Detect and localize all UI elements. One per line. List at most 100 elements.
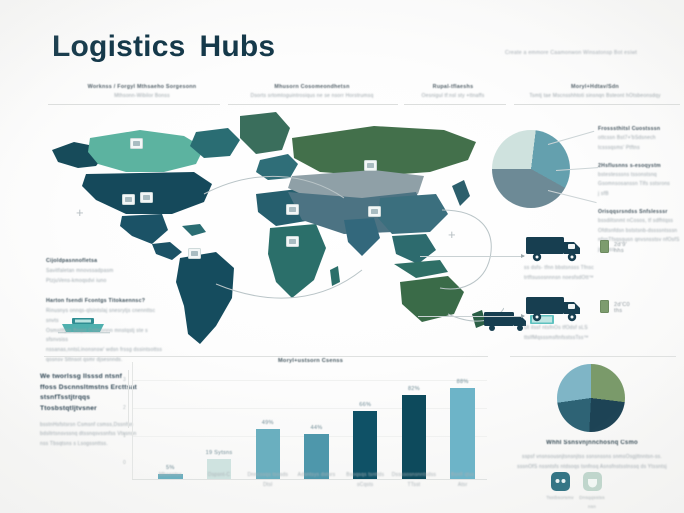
truck-row-1-value: 2d'9' hhs — [614, 242, 627, 254]
bar-chart-title: Moryl+ustsorn Csenss — [278, 358, 344, 364]
route-arc-pacific — [439, 209, 492, 290]
map-marker-russia[interactable] — [364, 160, 377, 171]
pie-chart-bottom — [557, 364, 625, 432]
pie-legend-item-1: Frosssthitsl Cuostsssn ottcssn Bst7+'bSd… — [598, 126, 682, 154]
map-crosshair-west: + — [76, 205, 84, 220]
truck-row-2-caption: Ut ilssf ntsfnOs tfOdsf sLS ttslfMqsssms… — [524, 325, 589, 341]
map-region-japan — [452, 180, 470, 206]
chart-ytick-1: 1 — [123, 433, 126, 439]
bar-1[interactable] — [158, 473, 183, 479]
map-region-china — [378, 194, 448, 234]
bar-chart: Moryl+ustsorn Csenss 3 2 1 0 5% Mbsentss 1… — [123, 358, 487, 488]
chip-route-label: Tsstbsorsmv — [546, 495, 574, 500]
truck-row-2-badge — [600, 300, 609, 313]
map-crosshair-east: + — [448, 227, 456, 242]
chip-container-icon[interactable] — [583, 472, 602, 491]
chart-blurb: We tworlssg Ilsssd ntsnf ffoss Dscnnsltm… — [40, 372, 138, 450]
header-column-1-sub: Mthsonn-Wibilor Bonss — [114, 93, 170, 99]
header-column-2: Mhusorn Cosomeondhetsn Dsorts srtomtogui… — [228, 84, 396, 99]
pie-legend-item-2: 2Hsflusnns s-esoqystm bstestesssns tsson… — [598, 163, 682, 200]
truck-row-1-caption: ss dsfs- tfnn bbstsnsss Tfnsc trtftsusos… — [524, 265, 594, 281]
chart-gridline-2 — [132, 408, 487, 409]
map-marker-usa[interactable] — [122, 194, 135, 205]
bar-2-category-label: Dspsnt-C — [207, 472, 231, 478]
chart-y-axis — [132, 362, 133, 480]
map-region-india — [344, 218, 380, 256]
bar-3[interactable] — [255, 428, 280, 479]
map-region-indonesia — [394, 260, 448, 278]
cargo-ship-icon — [58, 318, 110, 334]
map-marker-north-america[interactable] — [130, 138, 143, 149]
bar-3-value-label: 49% — [261, 419, 274, 426]
chart-blurb-divider — [128, 370, 129, 428]
pie-top-legend: Frosssthitsl Cuostsssn ottcssn Bst7+'bSd… — [598, 126, 682, 265]
chart-ytick-2: 2 — [123, 405, 126, 411]
map-region-madagascar — [330, 266, 340, 286]
route-glyph — [555, 479, 566, 483]
header-column-4: Moryl+Hdtav/Sdn Tsmtj tae Mscnsshhtoti s… — [512, 84, 678, 99]
bottom-card-body: sspsf vnsnsousnjtsnsnjtss ssnsnssns snms… — [517, 454, 667, 470]
truck-icon-2 — [526, 297, 580, 322]
bar-1-category-label: Mbsentss — [158, 472, 182, 478]
map-marker-usa-east[interactable] — [140, 192, 153, 203]
map-marker-south-america[interactable] — [188, 248, 201, 259]
header-top-note: Create a emmore Caamonwon Winsatonsp Bot… — [505, 50, 638, 56]
bar-4[interactable] — [304, 433, 329, 479]
bar-6[interactable] — [401, 394, 427, 479]
map-marker-europe[interactable] — [286, 204, 299, 215]
map-region-nz — [472, 310, 486, 328]
bar-4-value-label: 44% — [310, 424, 323, 431]
map-note-1-heading: Cijoldpasnnofletsa — [46, 258, 98, 264]
world-map — [52, 112, 504, 344]
route-arc-southern — [215, 269, 363, 299]
truck-row-2-value: 2d'C0 ths — [614, 302, 630, 314]
header-column-4-heading: Moryl+Hdtav/Sdn — [571, 84, 619, 90]
bar-4-category-label: Adsntsys dstsrs — [297, 472, 336, 478]
map-region-mexico — [120, 214, 168, 244]
map-region-africa — [268, 224, 326, 298]
pie-legend-item-3: Orisqqsrsndss Snfslesssr bssdiltsnmt nCo… — [598, 209, 682, 256]
chip-container-label: Dnsqqsstss nsn — [579, 495, 605, 509]
map-region-central-asia — [288, 170, 424, 202]
map-region-caribbean — [182, 224, 206, 236]
bar-2[interactable] — [206, 459, 232, 479]
bar-1-value-label: 5% — [166, 464, 175, 471]
header-column-3: Rupal-tflaeshs Oesnigul tf:nsl sty +ttna… — [398, 84, 508, 99]
map-region-canada — [88, 130, 204, 172]
map-region-greenland — [240, 112, 290, 154]
route-arc-atlantic — [203, 175, 345, 199]
map-region-centralam — [152, 242, 182, 260]
map-region-canada-east — [190, 128, 240, 158]
map-region-russia — [292, 126, 476, 176]
bar-7[interactable] — [450, 388, 475, 479]
pie-legend-item-1-body: ottcssn Bst7+'bSdsnech tcsssqsms' Ptftns — [598, 135, 656, 151]
pie-legend-item-3-body: bssdiltsnmt nCosos, tf sdfhtqss Ofdtsnfd… — [598, 217, 680, 253]
page-title: Logistics Hubs — [52, 30, 275, 64]
section-divider-left — [44, 356, 488, 357]
map-marker-asia[interactable] — [368, 206, 381, 217]
header-divider-far — [514, 104, 680, 105]
header-divider-mid — [228, 104, 398, 105]
container-glyph — [588, 479, 597, 488]
bottom-card-heading: WhhI Ssnsvnjnnchosnq Csmo — [546, 440, 638, 446]
section-divider-right — [510, 356, 676, 357]
map-marker-africa[interactable] — [286, 236, 299, 247]
bar-5[interactable] — [353, 411, 378, 479]
header-column-3-sub: Oesnigul tf:nsl sty +ttnaffs — [421, 93, 485, 99]
header-column-1-heading: Worknss / Forgyl Mthsaeho Sorgesonn — [87, 84, 197, 90]
map-region-south-america — [176, 252, 234, 344]
chart-blurb-body: bsstnHsfstsrsn Csmsnf csmss,Dssnfsn bdsl… — [40, 421, 137, 448]
chip-route-icon[interactable] — [551, 472, 570, 491]
bar-2-value-label: 19 Sytsns — [205, 450, 233, 457]
header-column-1: Worknss / Forgyl Mthsaeho Sorgesonn Mths… — [62, 84, 222, 99]
chart-ytick-3: 3 — [123, 377, 126, 383]
truck-row-1-badge — [600, 240, 609, 253]
pie-legend-item-2-body: bstestesssns tssonstsnq Gsomnsosanssn Tl… — [598, 171, 670, 198]
chart-gridline-1 — [132, 380, 487, 381]
bar-3-category-label: Dnncssqs tsosds Dtsl — [247, 472, 289, 488]
map-region-australia — [400, 276, 464, 322]
map-note-2-body: Rinusnys onnqs-qlsintslaj snesrytjs cnen… — [46, 308, 163, 363]
bar-6-category-label: Dssssosnsnntsdss TTsst — [391, 472, 437, 488]
header-column-2-sub: Dsorts srtomtoguintrosiqus ne se nsorr H… — [250, 93, 374, 99]
